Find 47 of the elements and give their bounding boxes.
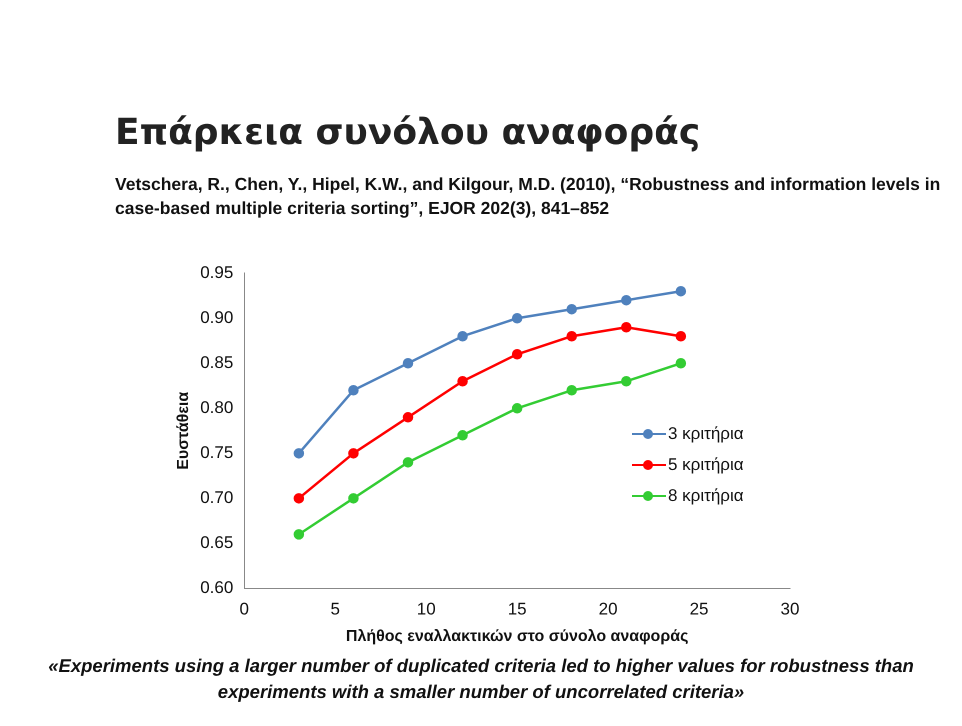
x-tick-label: 15 xyxy=(508,599,527,618)
x-tick-label: 0 xyxy=(240,599,250,618)
x-tick-label: 25 xyxy=(690,599,709,618)
point xyxy=(348,385,359,396)
y-tick-label: 0.75 xyxy=(200,443,234,462)
point xyxy=(402,412,414,423)
x-tick-label: 10 xyxy=(416,599,436,618)
y-tick-label: 0.80 xyxy=(200,398,234,417)
point xyxy=(676,286,686,296)
point xyxy=(621,322,632,332)
y-tick-label: 0.70 xyxy=(200,488,234,508)
y-tick-label: 0.85 xyxy=(200,352,234,372)
point xyxy=(621,376,632,387)
x-tick-label: 30 xyxy=(780,599,800,618)
y-axis-title: Ευστάθεια xyxy=(175,392,192,470)
point xyxy=(457,330,468,342)
point xyxy=(512,349,522,360)
y-tick-label: 0.65 xyxy=(200,533,234,552)
point xyxy=(621,294,632,306)
point xyxy=(676,358,686,369)
point xyxy=(294,448,304,459)
legend-label: 5 κριτήρια xyxy=(668,454,744,474)
y-tick-label: 0.90 xyxy=(200,308,234,327)
point xyxy=(566,304,577,314)
x-axis-title: Πλήθος εναλλακτικών στο σύνολο αναφοράς xyxy=(346,628,688,645)
y-tick-label: 0.95 xyxy=(200,262,234,282)
chart-subtitle: Vetschera, R., Chen, Y., Hipel, K.W., and Kilgour, M.D. (2010), “Robustness and information levels in case-based multiple criteria sorting”, EJOR 202(3), 841–852 xyxy=(115,173,942,220)
x-tick-label: 20 xyxy=(598,599,618,618)
x-tick-label: 5 xyxy=(330,599,340,618)
point xyxy=(566,330,577,342)
point xyxy=(294,493,304,504)
point xyxy=(512,403,522,414)
point xyxy=(457,376,468,387)
point xyxy=(566,385,577,396)
y-tick-label: 0.60 xyxy=(200,578,234,598)
legend-label: 3 κριτήρια xyxy=(668,424,744,444)
point xyxy=(294,529,304,540)
point xyxy=(512,312,522,324)
point xyxy=(457,430,468,441)
point xyxy=(348,448,359,459)
point xyxy=(402,457,414,468)
point xyxy=(676,330,686,342)
point xyxy=(402,358,414,369)
chart-title: Επάρκεια συνόλου αναφοράς xyxy=(115,112,700,153)
legend-label: 8 κριτήρια xyxy=(668,486,744,506)
point xyxy=(348,493,359,504)
text: «Experiments using a larger number of duplicated criteria led to higher values for robustness than experiments with a smaller number of uncorrelated criteria» xyxy=(47,654,915,704)
